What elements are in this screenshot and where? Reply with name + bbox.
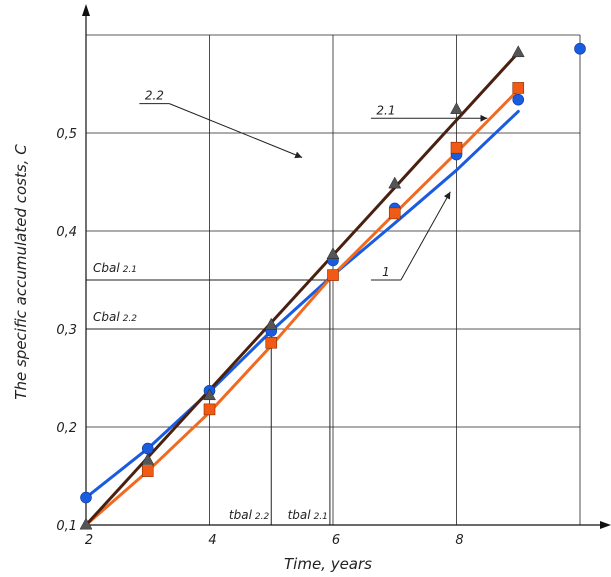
reference-label-2.2: tbal 2.2 (229, 508, 270, 522)
x-axis-title: Time, years (284, 555, 372, 573)
data-point-2-1 (450, 141, 463, 154)
x-tick-label: 6 (332, 533, 340, 548)
y-axis-title: The specific accumulated costs, C (12, 144, 30, 400)
curve-label-1: 1 (382, 265, 390, 279)
data-point-2-1 (327, 269, 339, 281)
series-line-2.1 (84, 88, 520, 527)
curve-leader-1 (400, 191, 451, 281)
series-line-2.2 (84, 51, 520, 527)
balance-reference-lines: Cbal 2.1 Cbal 2.2 tbal 2.2 tbal 2.1 (86, 261, 333, 525)
reference-label-2.2: Cbal 2.2 (93, 310, 137, 324)
data-point-1 (80, 491, 92, 504)
series-line-1 (84, 109, 520, 500)
x-tick-label: 4 (208, 533, 216, 548)
data-point-2-2 (79, 517, 93, 530)
data-series (79, 42, 586, 530)
curve-label-2.1: 2.1 (376, 103, 395, 117)
data-point-2-1 (265, 336, 278, 349)
curve-label-2.2: 2.2 (145, 89, 164, 103)
axes (82, 4, 611, 529)
data-point-2-1 (141, 465, 154, 477)
y-tick-label: 0,4 (56, 225, 77, 240)
data-point-1 (512, 93, 525, 106)
y-tick-label: 0,3 (56, 323, 77, 338)
data-point-2-2 (141, 452, 155, 465)
data-point-2-2 (326, 247, 340, 259)
y-tick-label: 0,1 (56, 519, 77, 534)
data-point-2-2 (511, 45, 525, 58)
data-point-2-2 (264, 317, 278, 330)
curve-annotations: 2.2 2.1 1 (139, 89, 488, 281)
y-axis-arrow-icon (82, 4, 90, 16)
data-point-2-2 (388, 176, 402, 189)
data-point-2-1 (388, 207, 401, 220)
y-tick-label: 0,5 (56, 127, 77, 142)
x-tick-label: 8 (455, 533, 463, 548)
y-tick-label: 0,2 (56, 421, 77, 436)
data-point-1 (574, 42, 586, 55)
tick-labels: 2 4 6 8 0,1 0,2 0,3 0,4 0,5 (56, 127, 463, 548)
reference-label-2.1: tbal 2.1 (288, 508, 328, 522)
reference-label-2.1: Cbal 2.1 (93, 261, 137, 275)
data-point-2-2 (450, 102, 463, 114)
data-point-2-1 (203, 403, 216, 416)
data-point-2-2 (203, 388, 216, 401)
x-axis-arrow-icon (600, 521, 611, 529)
curve-leader-2.2 (169, 103, 303, 159)
x-tick-label: 2 (85, 533, 93, 548)
data-point-2-1 (512, 82, 525, 94)
data-point-1 (141, 442, 154, 455)
